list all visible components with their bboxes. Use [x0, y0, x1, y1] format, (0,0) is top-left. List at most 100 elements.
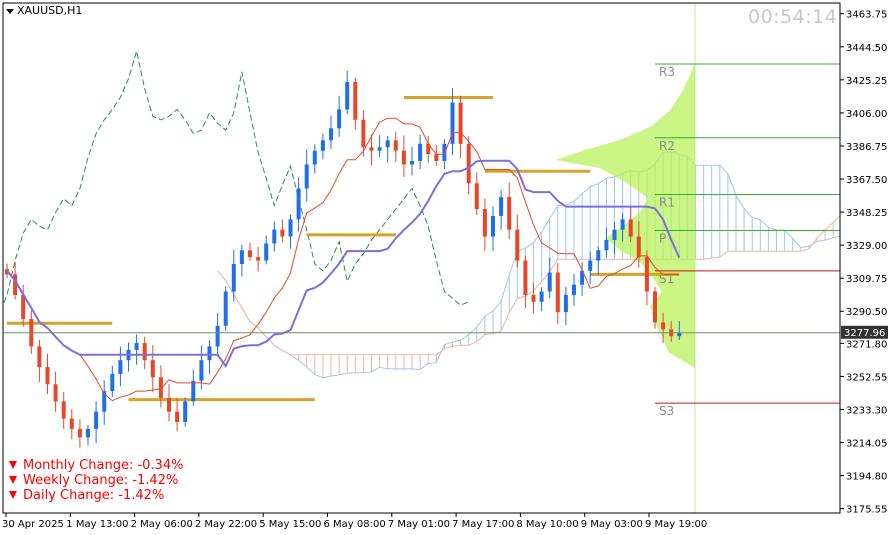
daily-change-label: Daily Change: -1.42% — [23, 488, 165, 503]
candle-body — [612, 229, 617, 240]
candle-body — [142, 343, 147, 361]
y-tick-label: 3425.25 — [846, 76, 887, 87]
candle-body — [563, 294, 568, 313]
senkou-span-b — [217, 214, 840, 356]
y-tick-label: 3463.75 — [846, 10, 887, 21]
down-triangle-icon — [9, 476, 17, 484]
pivot-label-r3: R3 — [659, 65, 675, 79]
down-triangle-icon — [9, 491, 17, 499]
candle-body — [628, 219, 633, 237]
y-tick-label: 3329.00 — [846, 241, 887, 252]
candle-body — [264, 243, 269, 261]
y-tick-label: 3271.80 — [846, 339, 887, 350]
y-tick-label: 3214.05 — [846, 439, 887, 450]
candle-body — [531, 294, 536, 302]
candle-body — [361, 119, 366, 148]
change-stats: Monthly Change: -0.34% Weekly Change: -1… — [9, 458, 183, 503]
candle-body — [661, 322, 666, 330]
candle-body — [653, 291, 657, 323]
monthly-change-label: Monthly Change: -0.34% — [23, 458, 184, 473]
symbol-label[interactable]: XAUUSD,H1 — [6, 4, 82, 17]
y-tick-label: 3444.50 — [846, 43, 887, 54]
candle-body — [442, 143, 447, 161]
volume-profile — [555, 62, 695, 368]
pivot-label-p: P — [659, 232, 666, 246]
candle-body — [458, 102, 463, 144]
candle-body — [231, 264, 236, 292]
candle-body — [223, 291, 228, 326]
candle-body — [377, 147, 382, 151]
candle-body — [393, 140, 398, 151]
candle-body — [69, 418, 74, 429]
x-tick-label: 9 May 03:00 — [581, 519, 643, 530]
candle-body — [191, 380, 196, 402]
candle-body — [256, 257, 261, 261]
candle-body — [280, 229, 285, 237]
chevron-down-icon[interactable] — [6, 8, 14, 14]
candle-body — [13, 274, 18, 295]
x-tick-label: 7 May 17:00 — [452, 519, 514, 530]
x-tick-label: 1 May 13:00 — [66, 519, 128, 530]
candle-body — [596, 250, 601, 261]
weekly-change: Weekly Change: -1.42% — [9, 473, 183, 488]
kijun-sen — [6, 159, 681, 369]
chikou-span — [3, 50, 469, 307]
candle-body — [94, 411, 99, 429]
candle-body — [369, 147, 374, 151]
candle-body — [644, 257, 649, 292]
candle-body — [61, 401, 66, 419]
candle-body — [385, 140, 390, 148]
candle-body — [288, 219, 293, 237]
candle-body — [572, 284, 576, 295]
candle-body — [539, 291, 544, 302]
candle-body — [604, 239, 609, 251]
candle-body — [507, 197, 512, 230]
candle-body — [466, 143, 471, 184]
y-tick-label: 3406.00 — [846, 109, 887, 120]
y-tick-label: 3194.80 — [846, 472, 887, 483]
candle-body — [499, 197, 504, 216]
monthly-change: Monthly Change: -0.34% — [9, 458, 183, 473]
x-tick-label: 5 May 15:00 — [259, 519, 321, 530]
candle-body — [86, 428, 90, 438]
x-tick-label: 30 Apr 2025 — [2, 519, 64, 530]
candle-body — [474, 183, 479, 210]
candle-body — [37, 346, 42, 368]
y-tick-label: 3309.75 — [846, 274, 887, 285]
candle-body — [523, 260, 528, 295]
candle-body — [21, 294, 26, 319]
daily-change: Daily Change: -1.42% — [9, 488, 183, 503]
candle-body — [150, 360, 155, 378]
y-tick-label: 3233.30 — [846, 405, 887, 416]
candle-body — [547, 272, 552, 292]
x-tick-label: 2 May 06:00 — [131, 519, 193, 530]
candle-body — [272, 229, 277, 244]
candle-timer: 00:54:14 — [748, 6, 838, 28]
candle-body — [239, 250, 244, 265]
candle-body — [158, 377, 163, 398]
candle-body — [636, 236, 641, 258]
candle-body — [175, 411, 180, 422]
candle-body — [304, 164, 309, 189]
candle-body — [588, 260, 593, 271]
weekly-change-label: Weekly Change: -1.42% — [23, 473, 179, 488]
symbol-text: XAUUSD,H1 — [17, 4, 83, 17]
pivot-label-r1: R1 — [659, 195, 675, 209]
candle-body — [515, 229, 520, 261]
candle-body — [434, 154, 439, 161]
candle-body — [491, 215, 495, 237]
x-tick-label: 6 May 08:00 — [324, 519, 386, 530]
candle-body — [118, 360, 123, 374]
x-tick-label: 9 May 19:00 — [645, 519, 707, 530]
down-triangle-icon — [9, 461, 17, 469]
candle-body — [482, 209, 487, 237]
candle-body — [296, 188, 301, 220]
pivot-label-r2: R2 — [659, 139, 675, 153]
candle-body — [410, 160, 414, 165]
candle-body — [110, 373, 115, 392]
y-tick-label: 3175.55 — [846, 505, 887, 516]
candle-body — [134, 343, 139, 350]
candle-body — [418, 143, 423, 161]
